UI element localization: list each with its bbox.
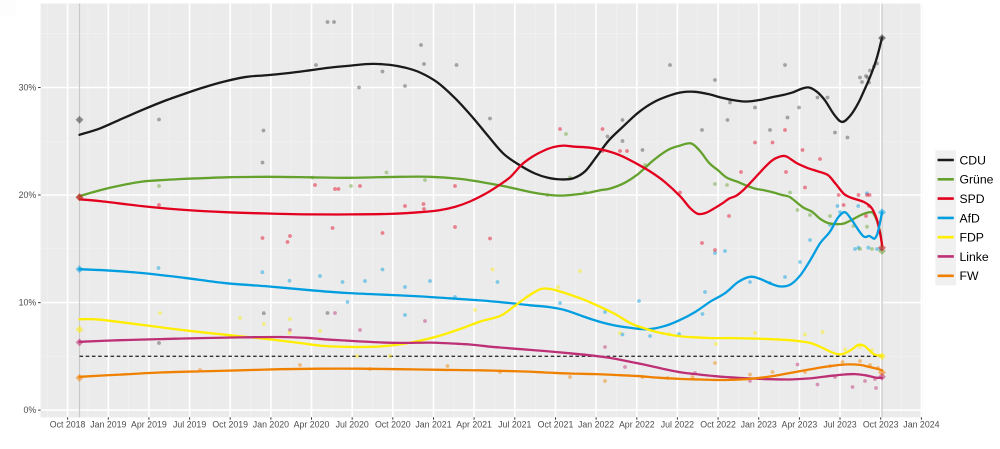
svg-text:0%: 0% xyxy=(23,405,36,415)
svg-text:Oct 2018: Oct 2018 xyxy=(50,420,86,430)
svg-text:Jan 2019: Jan 2019 xyxy=(90,420,126,430)
svg-text:Jan 2022: Jan 2022 xyxy=(578,420,614,430)
svg-text:20%: 20% xyxy=(19,190,37,200)
svg-text:Jul 2019: Jul 2019 xyxy=(173,420,206,430)
svg-text:Jul 2022: Jul 2022 xyxy=(661,420,694,430)
svg-text:CDU: CDU xyxy=(960,153,986,167)
svg-text:Apr 2021: Apr 2021 xyxy=(456,420,492,430)
svg-text:Apr 2019: Apr 2019 xyxy=(131,420,167,430)
svg-text:FW: FW xyxy=(960,269,979,283)
svg-text:FDP: FDP xyxy=(960,231,984,245)
svg-text:Jan 2021: Jan 2021 xyxy=(415,420,451,430)
svg-text:10%: 10% xyxy=(19,298,37,308)
svg-text:Oct 2019: Oct 2019 xyxy=(212,420,248,430)
svg-text:Jan 2024: Jan 2024 xyxy=(903,420,939,430)
svg-text:Jul 2023: Jul 2023 xyxy=(823,420,856,430)
svg-text:Oct 2022: Oct 2022 xyxy=(700,420,736,430)
svg-text:Grüne: Grüne xyxy=(960,173,994,187)
svg-text:Jan 2023: Jan 2023 xyxy=(741,420,777,430)
svg-text:30%: 30% xyxy=(19,83,37,93)
svg-text:Apr 2020: Apr 2020 xyxy=(294,420,330,430)
svg-text:SPD: SPD xyxy=(960,192,985,206)
svg-text:Jan 2020: Jan 2020 xyxy=(253,420,289,430)
svg-text:AfD: AfD xyxy=(960,211,981,225)
svg-text:Oct 2020: Oct 2020 xyxy=(375,420,411,430)
svg-text:Apr 2022: Apr 2022 xyxy=(619,420,655,430)
svg-text:Oct 2021: Oct 2021 xyxy=(538,420,574,430)
svg-text:Jul 2021: Jul 2021 xyxy=(498,420,531,430)
svg-text:Linke: Linke xyxy=(960,250,989,264)
svg-text:Apr 2023: Apr 2023 xyxy=(782,420,818,430)
svg-text:Oct 2023: Oct 2023 xyxy=(863,420,899,430)
svg-text:Jul 2020: Jul 2020 xyxy=(336,420,369,430)
